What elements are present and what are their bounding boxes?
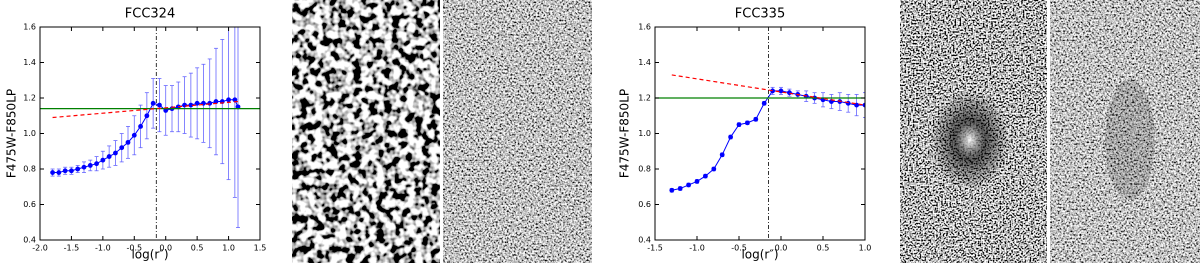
- data-point: [787, 90, 792, 96]
- data-point: [728, 134, 733, 140]
- data-point: [677, 186, 683, 191]
- data-point: [182, 102, 187, 108]
- data-point: [669, 187, 675, 193]
- plot-content: [40, 27, 260, 240]
- y-tick-label: 1.6: [638, 23, 651, 32]
- chart-title: FCC324: [125, 7, 175, 22]
- y-tick-label: 0.6: [23, 200, 36, 209]
- data-point: [694, 179, 700, 184]
- data-point: [213, 99, 219, 104]
- data-point: [100, 157, 106, 163]
- data-point: [138, 124, 143, 129]
- data-point: [119, 145, 125, 151]
- x-tick-label: 0.0: [159, 244, 172, 253]
- x-axis-label: log(r″): [131, 248, 168, 262]
- data-point: [753, 116, 759, 122]
- y-tick-label: 1.2: [638, 94, 651, 103]
- fit-line: [671, 74, 865, 106]
- y-tick-label: 1.2: [23, 94, 36, 103]
- data-point: [711, 166, 717, 172]
- data-point: [81, 164, 87, 170]
- y-tick-label: 0.8: [23, 165, 36, 174]
- y-tick-label: 0.4: [23, 236, 36, 245]
- data-point: [144, 113, 150, 119]
- data-point: [686, 182, 691, 188]
- data-point: [87, 163, 93, 168]
- x-tick-label: -1.5: [647, 244, 663, 253]
- y-tick-label: 0.6: [638, 200, 651, 209]
- data-point: [719, 152, 725, 158]
- x-tick-label: -1.0: [689, 244, 705, 253]
- x-tick-label: 1.5: [254, 244, 267, 253]
- x-tick-label: 0.5: [817, 244, 830, 253]
- data-point: [703, 173, 708, 179]
- residual-image: [292, 0, 440, 263]
- y-tick-label: 1.6: [23, 23, 36, 32]
- data-point: [75, 166, 81, 172]
- data-point: [62, 168, 68, 174]
- residual-image: [1050, 0, 1200, 263]
- y-tick-label: 1.4: [638, 58, 651, 67]
- y-axis-label: F475W-F850LP: [618, 89, 632, 178]
- x-tick-label: -1.0: [95, 244, 111, 253]
- x-axis-label: log(r″): [741, 248, 778, 262]
- y-tick-label: 1.4: [23, 58, 36, 67]
- data-point: [207, 100, 213, 106]
- data-point: [50, 170, 55, 175]
- data-point: [157, 102, 162, 108]
- x-tick-label: 1.0: [222, 244, 235, 253]
- galaxy-feature: [930, 90, 1010, 190]
- chart-title: FCC335: [735, 7, 785, 22]
- plot-area: [655, 27, 865, 240]
- y-tick-label: 1.0: [23, 129, 36, 138]
- y-tick-label: 0.4: [638, 236, 651, 245]
- x-tick-label: 1.0: [859, 244, 872, 253]
- data-point: [862, 102, 865, 108]
- data-point: [56, 170, 62, 175]
- data-point: [188, 102, 194, 108]
- data-point: [113, 150, 118, 156]
- data-point: [69, 168, 74, 174]
- data-point: [226, 97, 231, 103]
- data-point: [94, 161, 99, 167]
- data-point: [736, 122, 742, 128]
- data-point: [745, 120, 750, 126]
- x-tick-label: -2.0: [32, 244, 48, 253]
- y-axis-label: F475W-F850LP: [5, 89, 19, 178]
- plot-area: [40, 27, 260, 240]
- plot-content: [655, 27, 865, 240]
- fit-line: [52, 100, 239, 119]
- data-point: [232, 97, 238, 103]
- x-tick-label: -0.5: [126, 244, 142, 253]
- data-point: [131, 132, 137, 138]
- data-point: [194, 100, 200, 106]
- x-tick-label: -1.5: [64, 244, 80, 253]
- galaxy-feature: [1105, 80, 1155, 200]
- x-tick-label: 0.5: [191, 244, 204, 253]
- data-point: [770, 88, 775, 94]
- data-point: [761, 100, 767, 106]
- y-tick-label: 0.8: [638, 165, 651, 174]
- data-point: [106, 154, 112, 159]
- data-point: [150, 100, 156, 106]
- x-tick-label: -0.5: [731, 244, 747, 253]
- data-point: [778, 88, 784, 94]
- x-tick-label: 0.0: [775, 244, 788, 253]
- y-tick-label: 1.0: [638, 129, 651, 138]
- residual-image: [443, 0, 592, 263]
- data-point: [125, 139, 131, 145]
